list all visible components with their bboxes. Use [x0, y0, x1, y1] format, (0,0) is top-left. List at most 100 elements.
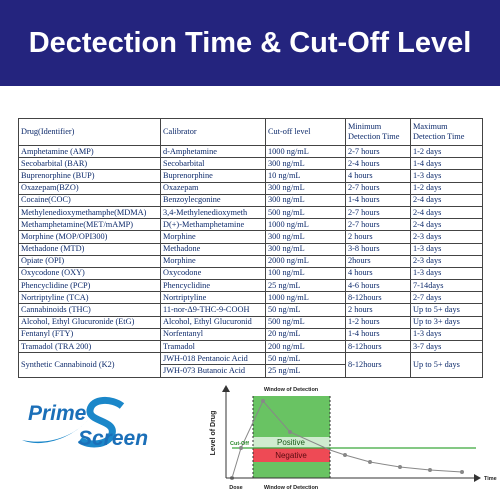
window-area	[253, 396, 330, 478]
table-cell: Buprenorphine (BUP)	[18, 169, 161, 183]
table-cell: 1-4 days	[410, 157, 483, 171]
table-cell: Up to 5+ days	[410, 352, 483, 378]
table-row: Synthetic Cannabinoid (K2) JWH-018 Pentan…	[18, 352, 483, 378]
table-row: Amphetamine (AMP) d-Amphetamine 1000 ng/mL…	[18, 144, 483, 159]
column-header: Maximum Detection Time	[410, 118, 483, 146]
positive-area	[253, 437, 330, 448]
table-row: Cocaine(COC) Benzoylecgonine 300 ng/mL 1-4 …	[18, 193, 483, 207]
logo-swoosh	[22, 420, 88, 444]
table-cell: 1000 ng/mL	[265, 218, 346, 232]
detection-table: Drug(Identifier) Calibrator Cut-off level M…	[18, 118, 483, 378]
table-cell: Fentanyl (FTY)	[18, 327, 161, 342]
table-cell: 1000 ng/mL	[265, 144, 346, 159]
table-row: Fentanyl (FTY) Norfentanyl 20 ng/mL 1-4 hou…	[18, 327, 483, 342]
table-row: Phencyclidine (PCP) Phencyclidine 25 ng/mL…	[18, 279, 483, 293]
table-cell: 50 ng/mL	[265, 352, 346, 366]
table-cell: Oxycodone	[160, 266, 266, 281]
table-cell: JWH-018 Pentanoic Acid	[160, 352, 266, 366]
window-bottom-label: Window of Detection	[264, 485, 319, 491]
table-row: Nortriptyline (TCA) Nortriptyline 1000 ng/…	[18, 291, 483, 305]
table-cell: 2000 ng/mL	[265, 254, 346, 268]
table-row: Oxazepam(BZO) Oxazepam 300 ng/mL 2-7 hours 1…	[18, 181, 483, 195]
table-row: Alcohol, Ethyl Glucuronide (EtG) Alcohol,…	[18, 315, 483, 329]
table-cell: 500 ng/mL	[265, 205, 346, 220]
table-cell: 8-12hours	[345, 352, 411, 378]
title: Dectection Time & Cut-Off Level	[28, 26, 472, 59]
table-cell: 300 ng/mL	[265, 242, 346, 256]
table-row: Cannabinoids (THC) 11-nor-Δ9-THC-9-COOH 50…	[18, 303, 483, 317]
table-cell: Benzoylecgonine	[160, 193, 266, 207]
table-cell: 11-nor-Δ9-THC-9-COOH	[160, 303, 266, 317]
table-cell: Norfentanyl	[160, 327, 266, 342]
table-cell: 1-2 days	[410, 144, 483, 159]
table-cell: Up to 3+ days	[410, 315, 483, 329]
table-cell: 8-12hours	[345, 339, 411, 354]
header-row: Drug(Identifier) Calibrator Cut-off level M…	[18, 118, 483, 146]
table-cell: 4 hours	[345, 266, 411, 281]
dose-label: Dose	[229, 485, 242, 491]
table-cell: Morphine	[160, 230, 266, 244]
logo-s	[77, 397, 125, 448]
table-cell: Buprenorphine	[160, 169, 266, 183]
table-cell: 1-3 days	[410, 327, 483, 342]
y-label: Level of Drug	[210, 411, 217, 456]
table-cell: 1-3 days	[410, 169, 483, 183]
table-cell: 2-7 hours	[345, 218, 411, 232]
window-top-label: Window of Detection	[264, 387, 319, 393]
table-cell: 300 ng/mL	[265, 193, 346, 207]
drug-curve	[231, 400, 463, 479]
table-cell: 1-4 hours	[345, 193, 411, 207]
cutoff-label: Cut-Off	[230, 441, 249, 447]
positive-label: Positive	[277, 438, 306, 447]
table-cell: 2 hours	[345, 303, 411, 317]
x-arrow	[474, 474, 481, 482]
table-cell: 2-3 days	[410, 230, 483, 244]
table-cell: Oxazepam	[160, 181, 266, 195]
table-cell: Cocaine(COC)	[18, 193, 161, 207]
table-cell: 20 ng/mL	[265, 327, 346, 342]
table-cell: Nortriptyline (TCA)	[18, 291, 161, 305]
table-cell: 2-7 days	[410, 291, 483, 305]
table-cell: 2 hours	[345, 230, 411, 244]
table-cell: 1-3 days	[410, 266, 483, 281]
table-cell: Nortriptyline	[160, 291, 266, 305]
table-row: Methylenedioxymethamphe(MDMA) 3,4-Methyle…	[18, 205, 483, 220]
table-cell: 2-7 hours	[345, 205, 411, 220]
table-cell: 2-4 days	[410, 205, 483, 220]
negative-area	[253, 448, 330, 462]
table-cell: 3-7 days	[410, 339, 483, 354]
curve-points	[230, 399, 464, 480]
table-row: Buprenorphine (BUP) Buprenorphine 10 ng/mL…	[18, 169, 483, 183]
table-cell: Phencyclidine	[160, 279, 266, 293]
column-header: Drug(Identifier)	[18, 118, 161, 146]
table-cell: 300 ng/mL	[265, 157, 346, 171]
table-cell: Oxazepam(BZO)	[18, 181, 161, 195]
table-cell: 7-14days	[410, 279, 483, 293]
table-cell: Morphine (MOP/OPI300)	[18, 230, 161, 244]
table-cell: 25 ng/mL	[265, 364, 346, 378]
table-cell: 1000 ng/mL	[265, 291, 346, 305]
table-row: Opiate (OPI) Morphine 2000 ng/mL 2hours 2-3 …	[18, 254, 483, 268]
logo-bottom: Screen	[78, 427, 148, 450]
table-cell: Methadone (MTD)	[18, 242, 161, 256]
table-row: Methadone (MTD) Methadone 300 ng/mL 3-8 hou…	[18, 242, 483, 256]
table-cell: 8-12hours	[345, 291, 411, 305]
table-cell: Alcohol, Ethyl Glucuronid	[160, 315, 266, 329]
time-label: Time	[484, 476, 497, 482]
table-cell: 300 ng/mL	[265, 230, 346, 244]
table-cell: Phencyclidine (PCP)	[18, 279, 161, 293]
column-header: Minimum Detection Time	[345, 118, 411, 146]
table-row: Oxycodone (OXY) Oxycodone 100 ng/mL 4 hours…	[18, 266, 483, 281]
negative-label: Negative	[275, 451, 307, 460]
table-cell: 3,4-Methylenedioxymeth	[160, 205, 266, 220]
table-row: Morphine (MOP/OPI300) Morphine 300 ng/mL 2 …	[18, 230, 483, 244]
table-cell: 2-3 days	[410, 254, 483, 268]
table-cell: 2-4 days	[410, 218, 483, 232]
table-cell: 200 ng/mL	[265, 339, 346, 354]
table-cell: Oxycodone (OXY)	[18, 266, 161, 281]
table-cell: D(+)-Methamphetamine	[160, 218, 266, 232]
table-cell: Cannabinoids (THC)	[18, 303, 161, 317]
table-cell: Methamphetamine(MET/mAMP)	[18, 218, 161, 232]
title-banner: Dectection Time & Cut-Off Level	[0, 0, 500, 86]
